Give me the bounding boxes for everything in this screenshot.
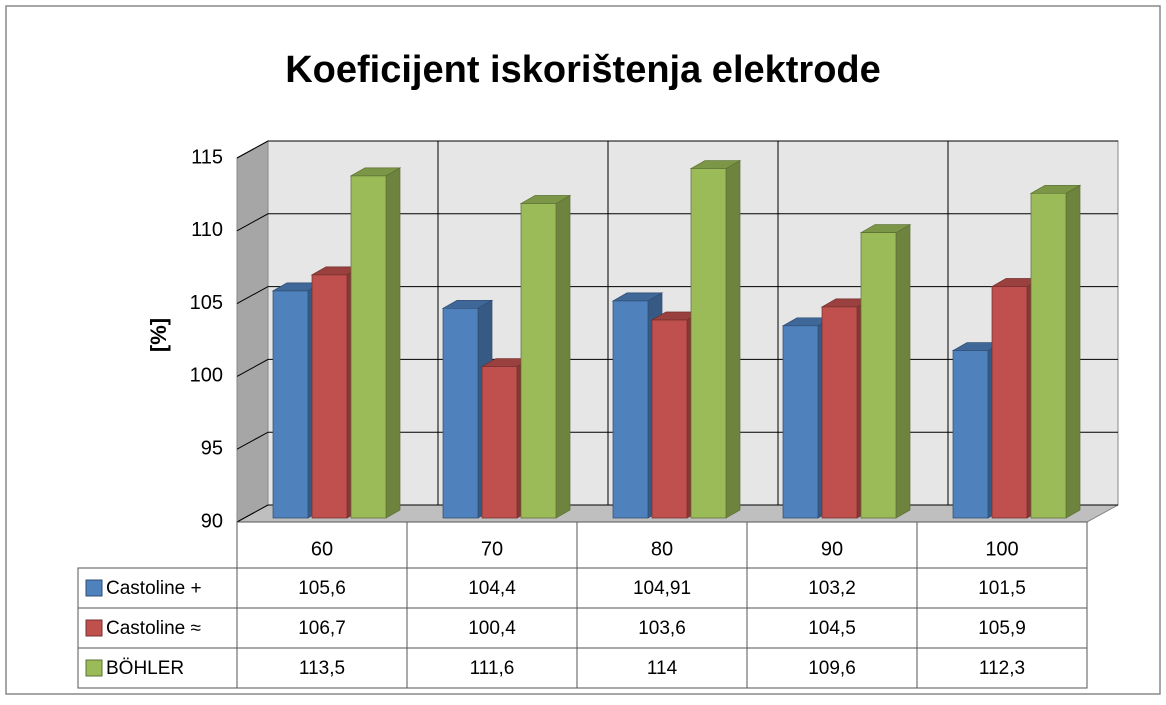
y-tick-label: 105 (190, 292, 223, 314)
chart-title: Koeficijent iskorištenja elektrode (285, 49, 881, 91)
bar-front (690, 168, 727, 519)
bar-front (311, 274, 348, 519)
table-cell (576, 647, 748, 689)
grid-line (236, 213, 1118, 232)
table-cell (576, 607, 748, 649)
bar-side (725, 159, 741, 519)
bar (859, 224, 912, 519)
y-tick-label: 115 (191, 146, 223, 168)
bar (519, 194, 572, 519)
bar-front (442, 307, 479, 519)
bar-front (612, 300, 649, 519)
bar-front (350, 175, 387, 519)
data-label: 112,3 (979, 658, 1025, 679)
bar-front (782, 325, 819, 519)
legend-label: Castoline ≈ (106, 618, 201, 639)
data-label: 114 (647, 658, 678, 679)
x-tick-label: 100 (985, 538, 1018, 560)
y-axis-label: [%] (146, 318, 171, 352)
bar-front (272, 290, 309, 519)
data-label: 103,6 (638, 618, 686, 639)
table-cell (406, 647, 578, 689)
bar-front (481, 366, 518, 519)
table-cell (916, 607, 1088, 649)
bar-front (651, 319, 688, 519)
table-cell (916, 647, 1088, 689)
side-wall (236, 140, 269, 523)
bar-front (520, 203, 557, 519)
y-tick-label: 95 (201, 437, 223, 459)
bar-side (1065, 184, 1081, 519)
data-label: 109,6 (808, 658, 856, 679)
data-label: 104,91 (633, 578, 691, 599)
x-tick-label: 90 (821, 538, 843, 560)
bar-side (895, 224, 911, 519)
bar (349, 167, 402, 519)
data-label: 105,9 (978, 618, 1026, 639)
grid-line (236, 140, 1118, 159)
bar-front (991, 286, 1028, 519)
y-tick-label: 110 (191, 219, 223, 241)
data-label: 101,5 (978, 578, 1026, 599)
data-label: 105,6 (298, 578, 346, 599)
data-label: 113,5 (299, 658, 345, 679)
legend-swatch (85, 659, 103, 677)
table-cell (236, 647, 408, 689)
y-tick-label: 100 (190, 365, 223, 387)
legend-label: Castoline + (106, 578, 202, 599)
table-legend-cell (77, 647, 238, 689)
table-header-row (236, 521, 1088, 569)
data-label: 104,4 (468, 578, 516, 599)
legend-swatch (85, 619, 103, 637)
data-label: 100,4 (468, 618, 516, 639)
x-tick-label: 70 (481, 538, 503, 560)
data-label: 106,7 (298, 618, 346, 639)
table-legend-cell (77, 567, 238, 609)
data-label: 104,5 (808, 618, 856, 639)
table-cell (406, 567, 578, 609)
bar-side (385, 167, 401, 519)
legend-label: BÖHLER (106, 658, 184, 679)
table-cell (916, 567, 1088, 609)
data-label: 103,2 (808, 578, 856, 599)
table-legend-cell (77, 607, 238, 649)
bar-front (952, 350, 989, 519)
data-label: 111,6 (470, 658, 515, 679)
table-cell (746, 647, 918, 689)
grid-line (236, 286, 1118, 305)
table-cell (746, 567, 918, 609)
bar (689, 159, 742, 519)
legend-swatch (85, 579, 103, 597)
table-cell (406, 607, 578, 649)
bar-front (1030, 192, 1067, 519)
x-tick-label: 80 (651, 538, 673, 560)
x-tick-label: 60 (311, 538, 333, 560)
bar-front (821, 306, 858, 519)
bar-front (860, 232, 897, 519)
bar-side (555, 194, 571, 519)
bar (1029, 184, 1082, 519)
y-tick-label: 90 (201, 510, 223, 532)
